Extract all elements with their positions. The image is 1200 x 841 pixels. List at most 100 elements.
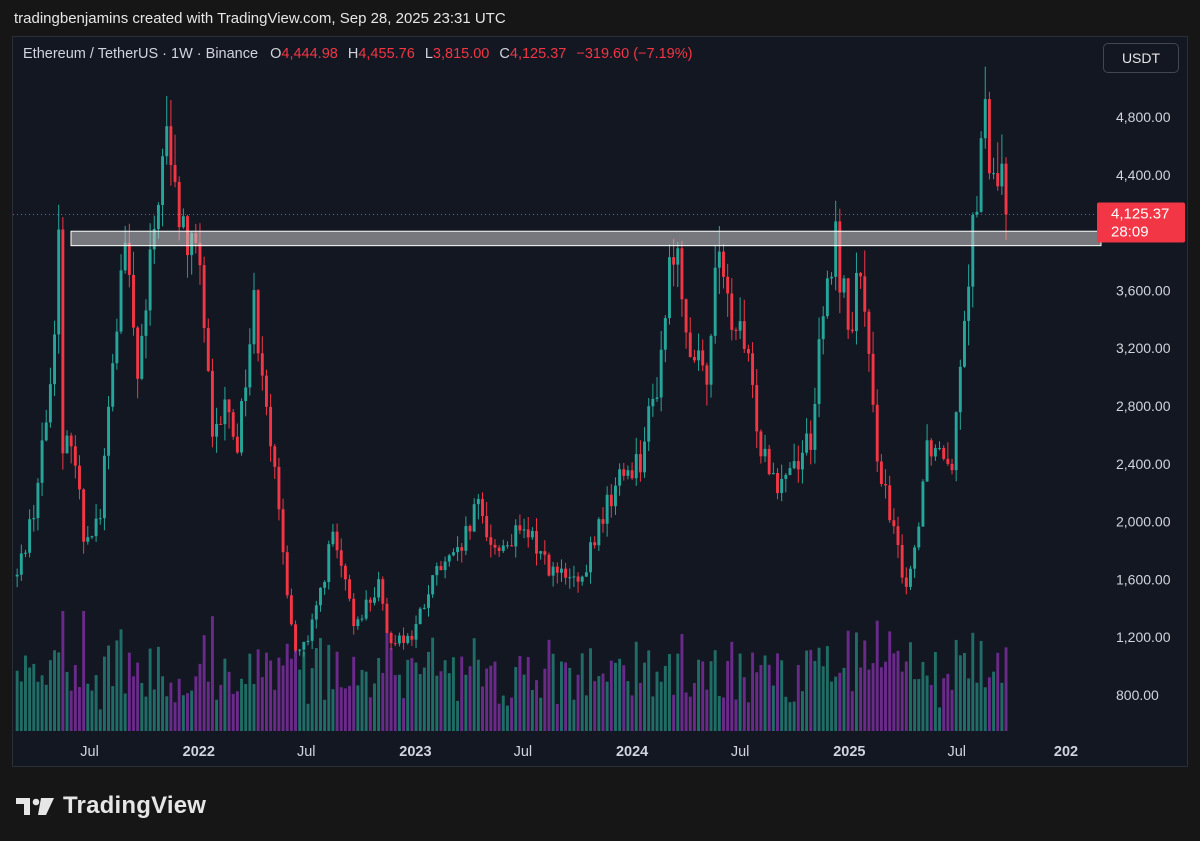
open-label: O bbox=[270, 46, 282, 62]
volume-bar bbox=[572, 699, 576, 731]
volume-bar bbox=[589, 648, 592, 731]
volume-bar bbox=[48, 660, 52, 731]
volume-bar bbox=[717, 696, 721, 731]
volume-bar bbox=[252, 683, 256, 731]
candle-body bbox=[439, 566, 443, 571]
candle-body bbox=[451, 552, 455, 556]
candle-body bbox=[289, 595, 293, 625]
candle-body bbox=[173, 164, 177, 182]
candle-body bbox=[929, 440, 933, 457]
candle-body bbox=[983, 99, 987, 139]
volume-bar bbox=[19, 681, 23, 731]
symbol-legend[interactable]: Ethereum / TetherUS · 1W · Binance O4,44… bbox=[23, 46, 692, 62]
symbol-name[interactable]: Ethereum / TetherUS · 1W · Binance bbox=[23, 46, 259, 62]
volume-bar bbox=[493, 661, 497, 731]
volume-bar bbox=[651, 696, 655, 731]
currency-button[interactable]: USDT bbox=[1103, 43, 1179, 73]
volume-bar bbox=[514, 667, 518, 731]
volume-bar bbox=[618, 658, 622, 731]
candle-body bbox=[456, 547, 460, 553]
volume-bar bbox=[821, 666, 825, 731]
candle-body bbox=[256, 290, 260, 354]
volume-bar bbox=[522, 674, 526, 731]
volume-bar bbox=[672, 694, 676, 731]
volume-bar bbox=[559, 661, 563, 731]
chart-caption: tradingbenjamins created with TradingVie… bbox=[14, 10, 506, 27]
volume-bar bbox=[705, 689, 709, 731]
volume-bar bbox=[917, 679, 921, 731]
candle-body bbox=[938, 447, 942, 449]
volume-bar bbox=[983, 687, 987, 731]
candle-body bbox=[169, 126, 173, 165]
volume-bar bbox=[65, 671, 69, 731]
volume-bar bbox=[323, 699, 327, 731]
volume-bar bbox=[614, 662, 617, 731]
candle-body bbox=[24, 552, 27, 554]
volume-bar bbox=[335, 651, 339, 731]
y-tick-label: 1,200.00 bbox=[1116, 629, 1171, 645]
candle-body bbox=[144, 310, 148, 336]
price-chart[interactable]: 4,800.00 4,400.00 3,600.00 3,200.00 2,800.00… bbox=[13, 37, 1188, 767]
candle-body bbox=[181, 216, 185, 228]
volume-bar bbox=[904, 661, 908, 731]
volume-bar bbox=[850, 691, 854, 731]
candle-body bbox=[776, 473, 779, 494]
volume-bar bbox=[422, 667, 426, 731]
candle-body bbox=[734, 329, 738, 331]
volume-bar bbox=[987, 677, 991, 731]
volume-bar bbox=[892, 653, 896, 731]
candle-body bbox=[709, 335, 713, 385]
candle-body bbox=[510, 545, 514, 547]
candle-body bbox=[223, 399, 227, 425]
volume-bar bbox=[846, 630, 850, 731]
x-tick-label: Jul bbox=[731, 744, 750, 760]
volume-bar bbox=[144, 696, 148, 731]
volume-bar bbox=[530, 690, 534, 731]
candle-body bbox=[468, 526, 472, 532]
volume-bar bbox=[863, 640, 867, 731]
volume-bar bbox=[231, 693, 235, 731]
candle-body bbox=[672, 257, 676, 265]
volume-bar bbox=[975, 682, 979, 731]
volume-bar bbox=[647, 650, 651, 731]
volume-bar bbox=[933, 651, 937, 731]
volume-bar bbox=[306, 703, 310, 731]
candle-body bbox=[505, 545, 509, 547]
candle-body bbox=[867, 311, 871, 354]
candle-body bbox=[796, 461, 800, 470]
candle-body bbox=[676, 248, 680, 265]
volume-bar bbox=[206, 681, 210, 731]
volume-bar bbox=[800, 691, 804, 731]
volume-bar bbox=[44, 684, 48, 731]
tradingview-brand[interactable]: TradingView bbox=[16, 792, 206, 820]
volume-bar bbox=[501, 695, 505, 731]
candle-body bbox=[277, 466, 281, 510]
candle-body bbox=[497, 547, 501, 551]
candle-body bbox=[107, 406, 111, 456]
candle-body bbox=[900, 544, 904, 578]
candle-body bbox=[485, 516, 489, 538]
candle-body bbox=[892, 520, 896, 527]
candle-body bbox=[863, 276, 867, 312]
volume-bar bbox=[244, 683, 248, 731]
volume-bar bbox=[107, 645, 111, 731]
volume-bar bbox=[198, 663, 202, 731]
volume-bar bbox=[443, 660, 447, 731]
volume-bar bbox=[742, 677, 746, 731]
volume-bar bbox=[963, 652, 966, 731]
volume-bar bbox=[123, 693, 127, 731]
candle-body bbox=[692, 356, 696, 361]
volume-bar bbox=[460, 656, 464, 731]
candle-body bbox=[584, 572, 588, 577]
volume-bar bbox=[277, 657, 281, 731]
candle-body bbox=[94, 518, 98, 537]
chart-pane[interactable]: 4,800.00 4,400.00 3,600.00 3,200.00 2,800.00… bbox=[12, 36, 1188, 767]
volume-bar bbox=[547, 639, 551, 731]
volume-bar bbox=[223, 658, 227, 731]
volume-bar bbox=[929, 685, 933, 731]
volume-bar bbox=[634, 641, 638, 731]
candle-body bbox=[979, 138, 983, 212]
volume-bar bbox=[181, 695, 185, 731]
volume-bar bbox=[971, 632, 975, 731]
volume-bar bbox=[127, 652, 131, 731]
